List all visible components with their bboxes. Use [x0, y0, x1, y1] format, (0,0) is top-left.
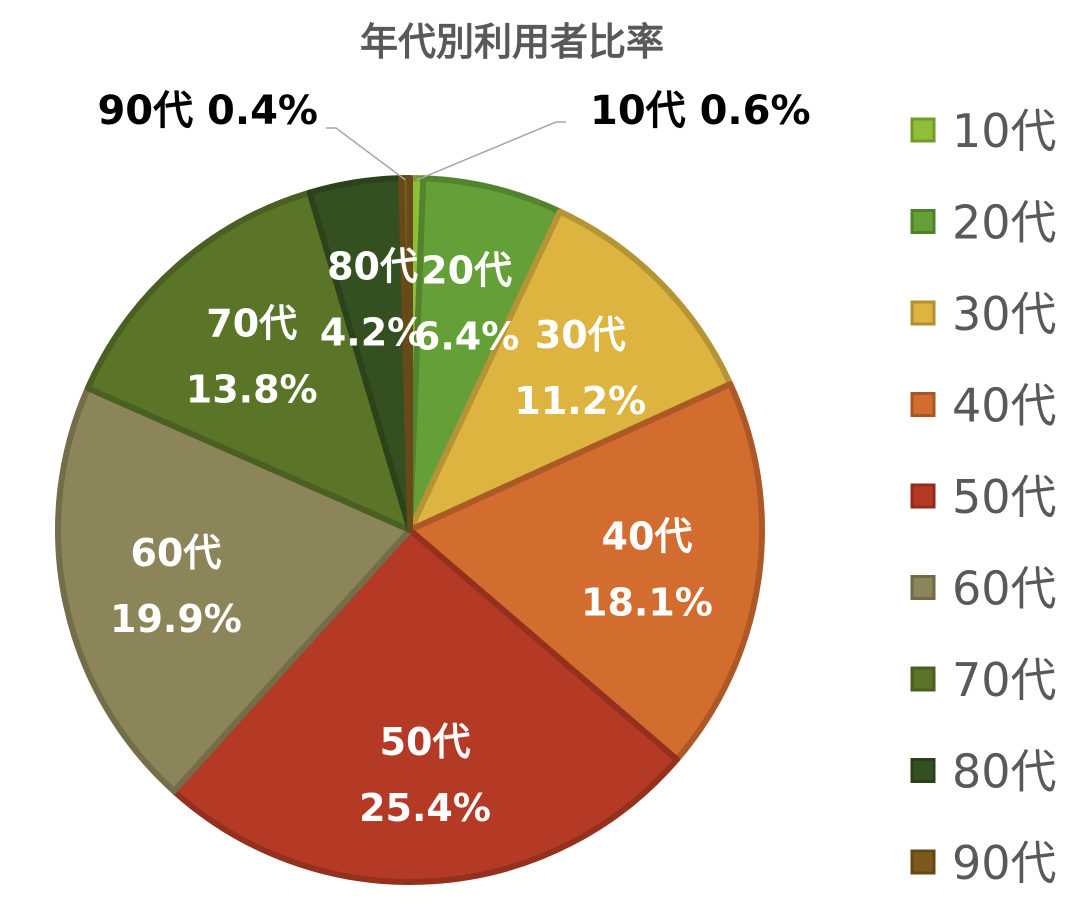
data-label-category-40s: 40代	[602, 515, 693, 559]
legend-label-40s: 40代	[952, 379, 1057, 433]
legend-label-10s: 10代	[952, 104, 1057, 158]
data-label-value-40s: 18.1%	[581, 581, 713, 625]
legend-swatch-90s	[910, 849, 936, 875]
data-label-value-80s: 4.2%	[320, 311, 425, 355]
legend-label-90s: 90代	[952, 836, 1057, 890]
data-label-category-50s: 50代	[380, 720, 471, 764]
pie-slice-40s	[407, 381, 765, 763]
legend-swatch-60s	[910, 575, 936, 600]
data-label-10s: 10代 0.6%	[590, 88, 811, 134]
legend-label-80s: 80代	[952, 745, 1057, 799]
legend-swatch-30s	[910, 300, 936, 326]
legend-label-30s: 30代	[952, 287, 1057, 341]
data-label-category-80s: 80代	[327, 245, 418, 289]
data-label-category-20s: 20代	[421, 248, 512, 292]
data-label-category-30s: 30代	[535, 313, 626, 357]
data-label-value-60s: 19.9%	[110, 597, 242, 641]
legend: 10代 20代 30代 40代 50代 60代 70代 80代 90代	[910, 104, 1057, 890]
legend-label-20s: 20代	[952, 196, 1057, 250]
legend-label-60s: 60代	[952, 562, 1057, 616]
leader-line-90s	[326, 127, 407, 181]
legend-swatch-20s	[910, 209, 936, 234]
legend-swatch-50s	[910, 483, 936, 509]
data-label-value-50s: 25.4%	[359, 786, 491, 830]
chart-title: 年代別利用者比率	[360, 20, 664, 64]
pie-slice-60s	[55, 385, 413, 795]
data-label-value-70s: 13.8%	[186, 367, 318, 411]
leader-line-10s	[416, 121, 566, 181]
legend-swatch-10s	[910, 117, 936, 143]
legend-label-70s: 70代	[952, 653, 1057, 707]
legend-label-50s: 50代	[952, 470, 1057, 524]
pie-slice-70s	[84, 189, 413, 533]
pie-slices	[55, 174, 765, 885]
pie-slice-90s	[398, 174, 413, 533]
data-label-category-60s: 60代	[130, 531, 221, 575]
data-label-value-30s: 11.2%	[514, 379, 646, 423]
data-label-value-20s: 6.4%	[414, 314, 519, 358]
pie-slice-30s	[407, 208, 734, 533]
legend-swatch-80s	[910, 758, 936, 783]
data-label-90s: 90代 0.4%	[97, 88, 318, 134]
slice-labels: 10代 0.6% 20代 6.4% 30代 11.2% 40代 18.1% 50代 25.4% 6…	[97, 88, 810, 830]
legend-swatch-40s	[910, 392, 936, 417]
legend-swatch-70s	[910, 666, 936, 692]
leader-lines	[326, 121, 566, 181]
data-label-category-70s: 70代	[206, 301, 297, 345]
pie-slice-20s	[407, 175, 563, 533]
pie-slice-50s	[170, 527, 680, 885]
